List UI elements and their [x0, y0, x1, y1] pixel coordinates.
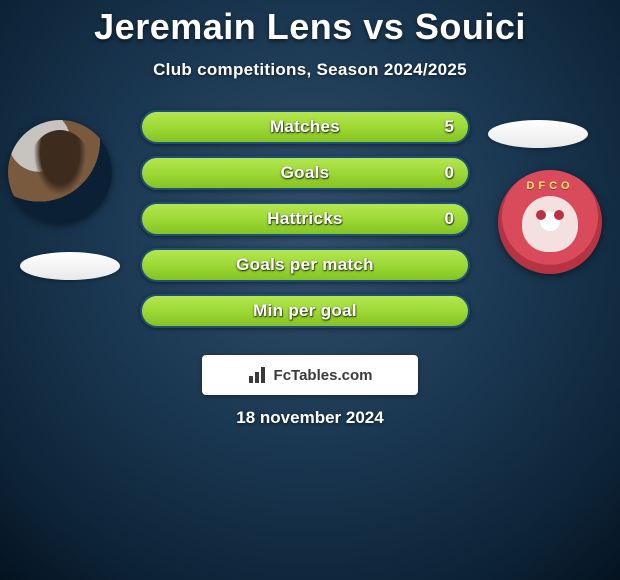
- club-right-owl-icon: [522, 196, 578, 252]
- club-right-oval: [488, 120, 588, 148]
- stat-bars: Matches5Goals0Hattricks0Goals per matchM…: [140, 110, 470, 340]
- page-title: Jeremain Lens vs Souici: [0, 0, 620, 48]
- snapshot-date: 18 november 2024: [0, 408, 620, 428]
- stat-bar-value: 0: [445, 204, 454, 234]
- stat-bar-label: Hattricks: [142, 204, 468, 234]
- stat-bar: Min per goal: [140, 294, 470, 328]
- comparison-stage: DFCO Matches5Goals0Hattricks0Goals per m…: [0, 110, 620, 360]
- stat-bar: Hattricks0: [140, 202, 470, 236]
- stat-bar-label: Goals per match: [142, 250, 468, 280]
- stat-bar-value: 0: [445, 158, 454, 188]
- brand-logo-box: FcTables.com: [202, 355, 418, 395]
- stat-bar: Goals per match: [140, 248, 470, 282]
- brand-text: FcTables.com: [274, 367, 373, 384]
- club-left-oval: [20, 252, 120, 280]
- stat-bar: Matches5: [140, 110, 470, 144]
- stat-bar-label: Matches: [142, 112, 468, 142]
- club-right-arc-text: DFCO: [498, 180, 602, 192]
- stat-bar-label: Goals: [142, 158, 468, 188]
- stat-bar-label: Min per goal: [142, 296, 468, 326]
- subtitle: Club competitions, Season 2024/2025: [0, 60, 620, 80]
- stat-bar-value: 5: [445, 112, 454, 142]
- stat-bar: Goals0: [140, 156, 470, 190]
- player-left-avatar: [8, 120, 112, 224]
- club-right-badge: DFCO: [498, 170, 602, 274]
- bars-icon: [248, 366, 268, 384]
